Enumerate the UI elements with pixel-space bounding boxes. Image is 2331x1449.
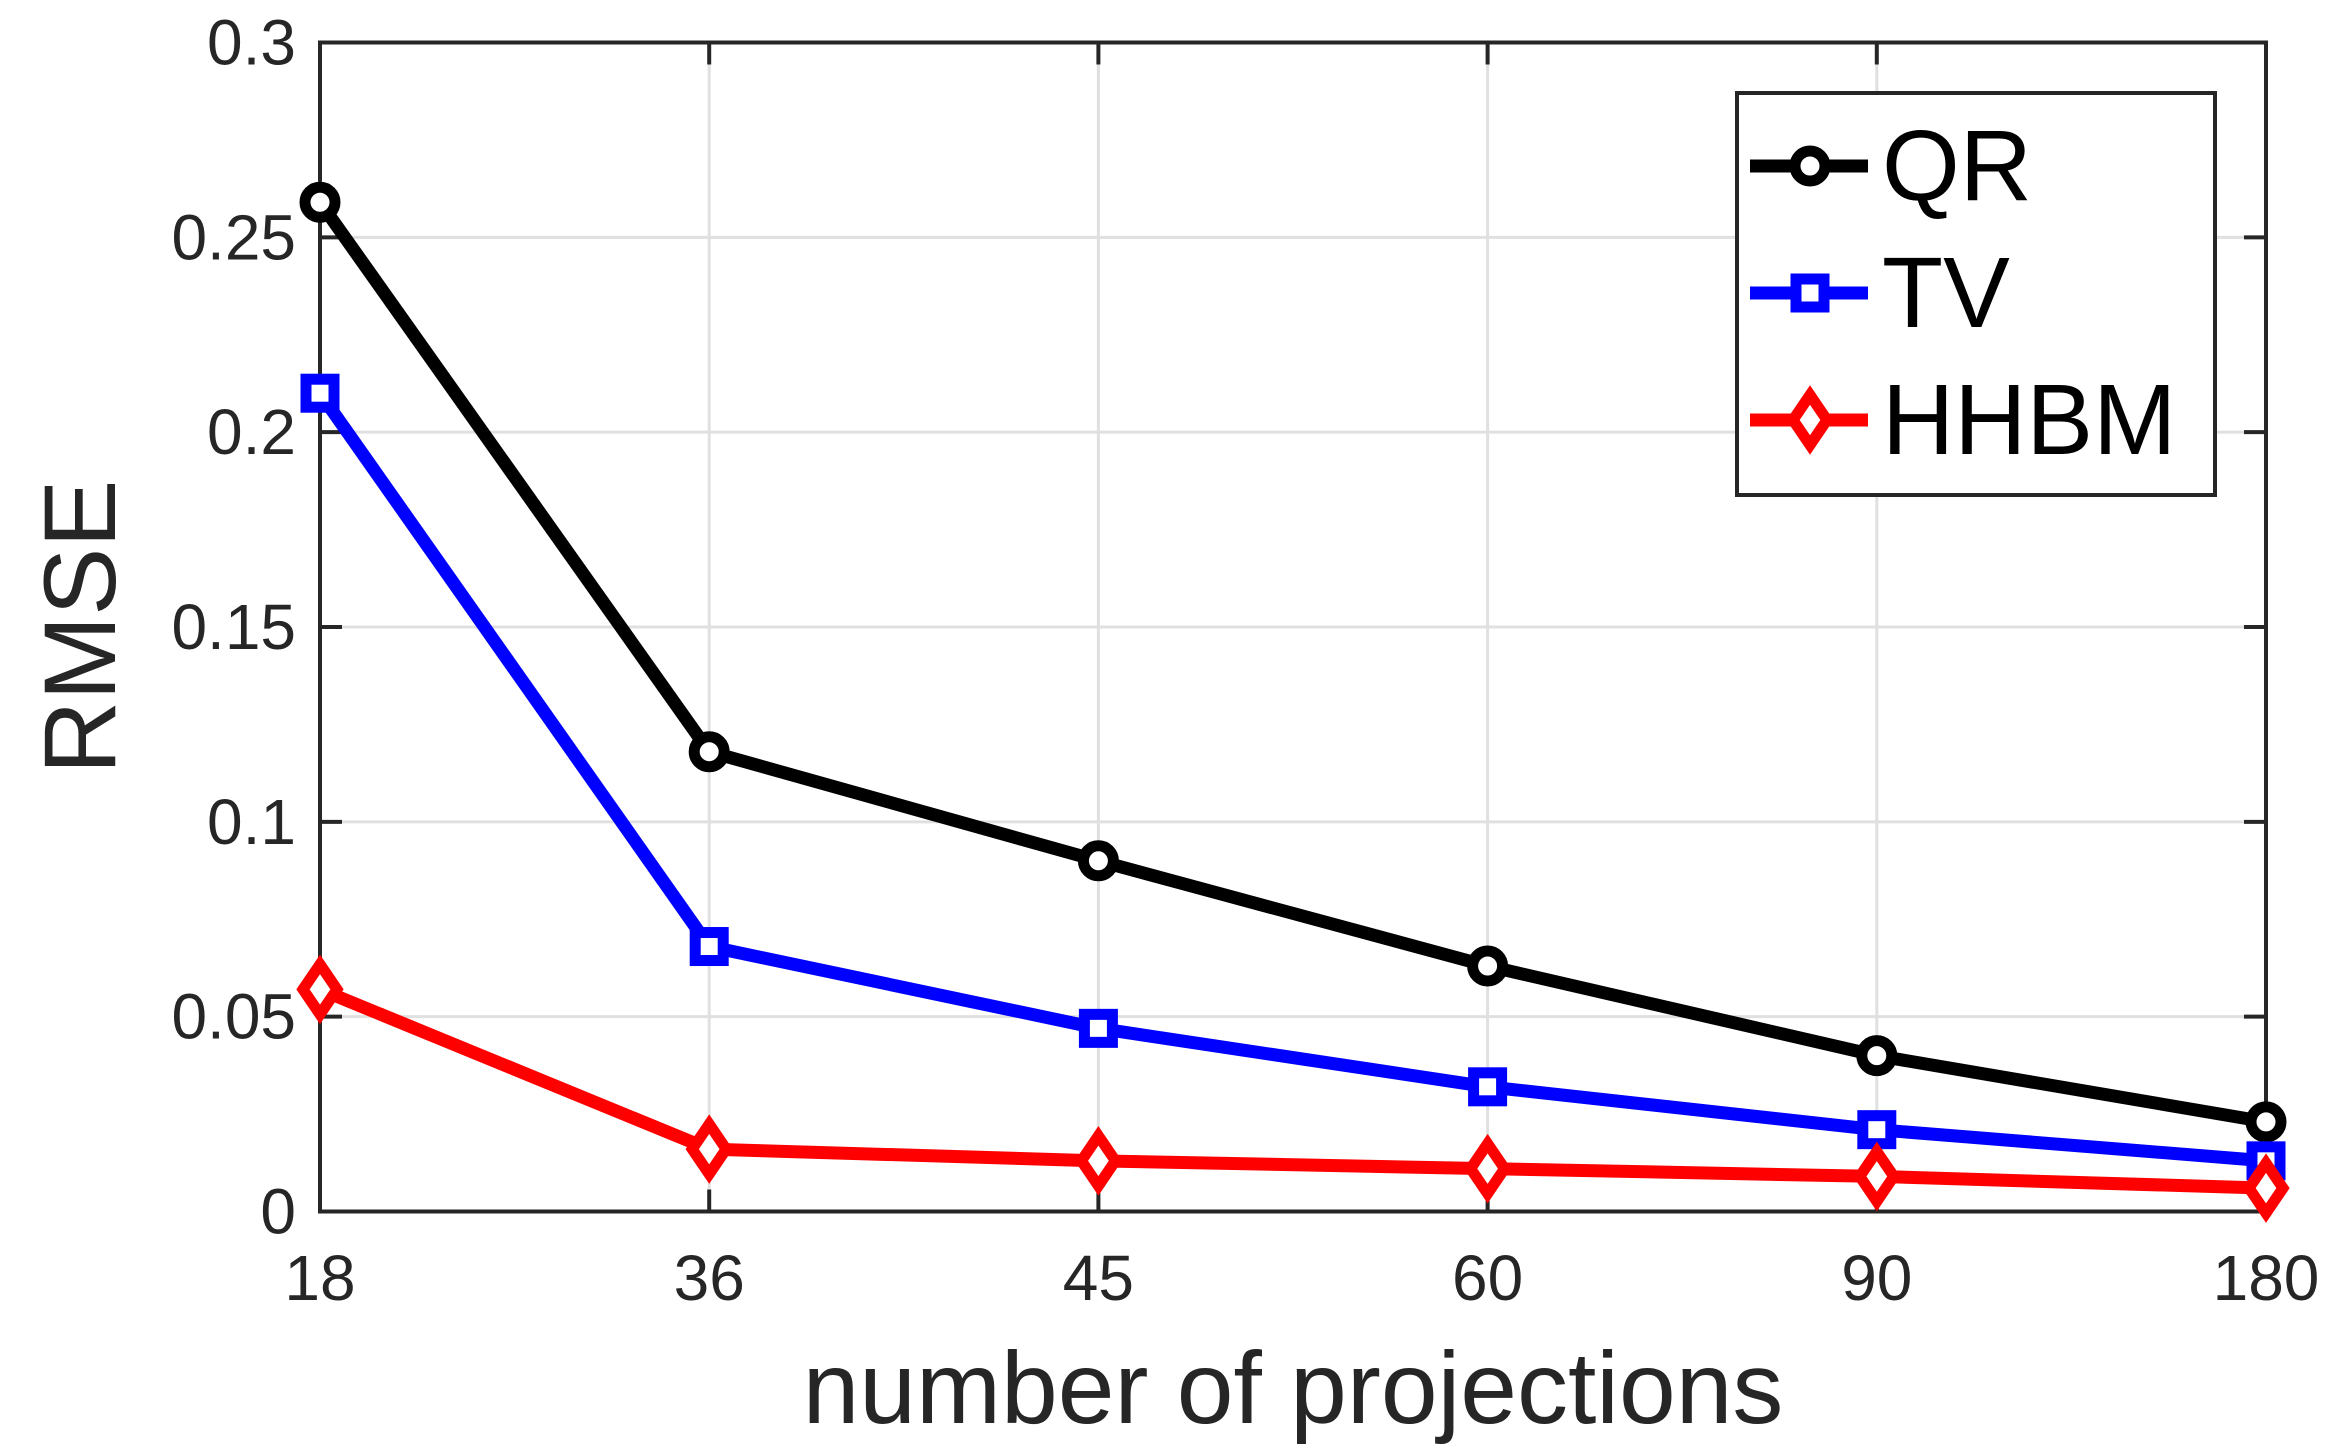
y-axis-label: RMSE: [23, 480, 137, 775]
y-tick-label: 0.15: [171, 591, 296, 663]
data-point-diamond: [296, 954, 344, 1025]
data-point-diamond: [1853, 1141, 1901, 1212]
series-qr: [299, 181, 2287, 1143]
legend-entry-hhbm: HHBM: [1750, 364, 2176, 476]
y-tick-label: 0: [260, 1176, 296, 1248]
data-point-circle: [1789, 145, 1831, 187]
x-tick-label: 90: [1841, 1242, 1912, 1314]
data-point-diamond: [685, 1114, 733, 1184]
data-point-square: [300, 373, 340, 413]
data-point-diamond: [1786, 385, 1834, 455]
legend-entry-qr: QR: [1750, 110, 2032, 222]
data-point-circle: [2245, 1101, 2287, 1143]
y-tick-label: 0.25: [171, 201, 296, 273]
data-point-square: [1468, 1067, 1508, 1107]
x-tick-label: 60: [1452, 1242, 1523, 1314]
x-axis-label: number of projections: [803, 1331, 1784, 1445]
tick-marks: [318, 40, 2268, 1214]
data-point-diamond: [2242, 1153, 2290, 1223]
y-tick-label: 0.3: [207, 7, 296, 79]
legend-label: HHBM: [1882, 364, 2176, 476]
data-point-square: [1078, 1008, 1118, 1048]
data-point-square: [1857, 1110, 1897, 1150]
tick-labels: 18 36 45 60 90 180 0 0.05 0.1 0.15 0.2 0.25 0.3: [171, 7, 2319, 1315]
data-point-circle: [299, 181, 341, 223]
series-line-hhbm: [317, 983, 2267, 1195]
y-tick-label: 0.05: [171, 981, 296, 1053]
legend-entry-tv: TV: [1750, 237, 2010, 349]
y-tick-label: 0.2: [207, 396, 296, 468]
legend: QR TV HHBM: [1735, 91, 2217, 497]
x-tick-label: 18: [284, 1242, 355, 1314]
data-point-circle: [1467, 945, 1509, 987]
series-hhbm: [296, 954, 2290, 1223]
series-tv: [300, 373, 2286, 1181]
data-point-square: [1790, 273, 1830, 313]
x-tick-label: 180: [2213, 1242, 2320, 1314]
legend-label: QR: [1882, 110, 2032, 222]
legend-label: TV: [1882, 237, 2010, 349]
data-point-diamond: [1074, 1126, 1123, 1196]
x-tick-label: 45: [1063, 1242, 1134, 1314]
data-point-square: [689, 927, 729, 967]
series-line-qr: [314, 198, 2268, 1129]
data-point-circle: [1077, 840, 1119, 882]
data-point-circle: [688, 731, 730, 773]
y-tick-label: 0.1: [207, 786, 296, 858]
x-tick-label: 36: [674, 1242, 745, 1314]
data-point-circle: [1856, 1035, 1898, 1077]
series-line-tv: [314, 389, 2267, 1168]
data-point-diamond: [1463, 1133, 1512, 1204]
